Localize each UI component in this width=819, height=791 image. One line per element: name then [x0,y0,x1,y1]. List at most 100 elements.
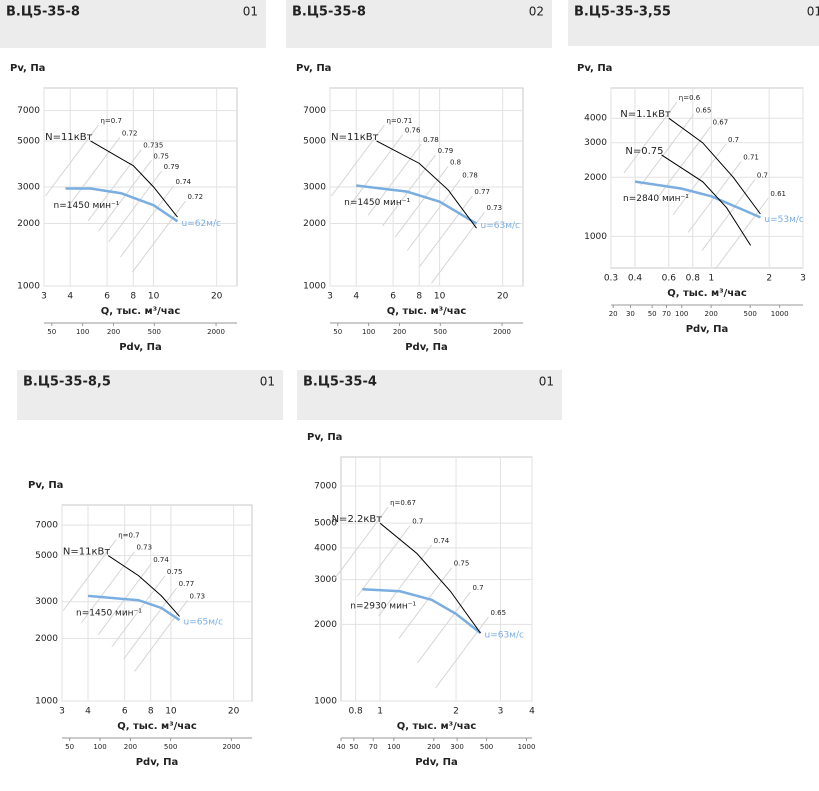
efficiency-label: 0.73 [136,544,152,552]
efficiency-guide [108,170,162,243]
series-line [668,117,761,215]
x2-tick-label: 50 [65,743,74,751]
efficiency-guide [45,124,99,197]
efficiency-guide [123,587,178,660]
x-tick-label: 20 [497,292,509,302]
series-line [634,180,761,219]
efficiency-guide [132,200,186,273]
x-axis-label: Q, тыс. м³/час [387,306,467,317]
efficiency-label: 0.73 [190,592,206,600]
x2-tick-label: 200 [427,743,440,751]
series-line [376,140,477,229]
y-tick-label: 7000 [303,106,326,116]
x-axis-label: Q, тыс. м³/час [397,721,477,732]
y-axis-label: Pv, Па [296,63,331,74]
x2-tick-label: 100 [387,743,400,751]
plot-area [61,504,253,702]
series-label: N=1.1кВт [620,109,671,120]
efficiency-guide [111,575,166,648]
efficiency-guide [701,179,756,251]
efficiency-label: 0.77 [474,188,490,196]
efficiency-label: 0.71 [743,153,759,161]
efficiency-guide [66,137,121,209]
x-tick-label: 10 [165,707,177,717]
efficiency-guide [120,185,174,258]
efficiency-label: 0.65 [490,609,506,617]
x-tick-label: 2 [453,707,459,717]
y-tick-label: 5000 [314,519,337,529]
efficiency-label: 0.77 [179,580,195,588]
y-tick-label: 3000 [35,597,58,607]
y-tick-label: 5000 [35,551,58,561]
series-label: N=11кВт [45,132,92,143]
x2-tick-label: 30 [626,310,635,318]
efficiency-label: η=0.7 [118,532,139,540]
series-label: N=11кВт [331,132,378,143]
x2-tick-label: 1000 [518,743,536,751]
x2-tick-label: 200 [124,743,137,751]
efficiency-label: 0.73 [487,204,503,212]
series-label: N=11кВт [63,547,110,558]
efficiency-label: 0.72 [122,129,138,137]
y-tick-label: 2000 [314,620,337,630]
panel-code: 01 [807,5,819,19]
efficiency-label: η=0.7 [100,117,121,125]
x-tick-label: 0.8 [686,274,701,284]
series-label: n=2930 мин⁻¹ [350,602,416,612]
x-tick-label: 3 [800,274,806,284]
header-bar [297,370,562,420]
series-line [356,184,478,225]
panel-code: 01 [243,5,258,19]
header-bar [0,0,266,48]
efficiency-guide [349,134,404,206]
y-tick-label: 7000 [314,481,337,491]
efficiency-guide [382,154,436,227]
y-tick-label: 3000 [17,183,40,193]
efficiency-label: 0.61 [770,190,786,198]
x2-tick-label: 100 [362,328,375,336]
series-line [65,187,179,223]
x2-tick-label: 500 [434,328,447,336]
y-tick-label: 3000 [584,138,607,148]
x-tick-label: 0.8 [348,707,363,717]
efficiency-guide [87,149,142,221]
efficiency-label: 0.78 [423,136,439,144]
x-tick-label: 0.4 [628,274,643,284]
efficiency-label: 0.7 [757,172,768,180]
y-axis-label: Pv, Па [577,63,612,74]
x-tick-label: 20 [211,292,223,302]
x-tick-label: 3 [327,292,333,302]
y-tick-label: 1000 [303,282,326,292]
x2-tick-label: 70 [369,743,378,751]
y-axis-label: Pv, Па [307,432,342,443]
series-line [90,140,178,218]
series-line [87,594,181,622]
x-tick-label: 3 [59,707,65,717]
y-tick-label: 1000 [35,697,58,707]
efficiency-label: 0.67 [713,119,729,127]
series-line [362,587,482,635]
efficiency-label: 0.7 [412,517,423,525]
efficiency-label: 0.75 [167,568,183,576]
efficiency-guide [367,143,422,216]
x-tick-label: 10 [434,292,446,302]
y-tick-label: 2000 [303,219,326,229]
efficiency-label: 0.76 [405,127,421,135]
x-tick-label: 20 [228,707,240,717]
efficiency-guide [331,124,385,197]
efficiency-label: 0.72 [187,193,203,201]
x2-axis-label: Pdv, Па [686,324,729,335]
efficiency-label: 0.65 [696,106,712,114]
efficiency-label: 0.75 [454,560,470,568]
y-axis-label: Pv, Па [28,480,63,491]
efficiency-label: 0.78 [462,171,478,179]
end-label: u=65м/с [184,618,224,628]
x2-tick-label: 40 [337,743,346,751]
x2-tick-label: 200 [704,310,717,318]
y-tick-label: 2000 [17,219,40,229]
x-tick-label: 3 [41,292,47,302]
x2-tick-label: 500 [480,743,493,751]
efficiency-guide [394,166,449,238]
